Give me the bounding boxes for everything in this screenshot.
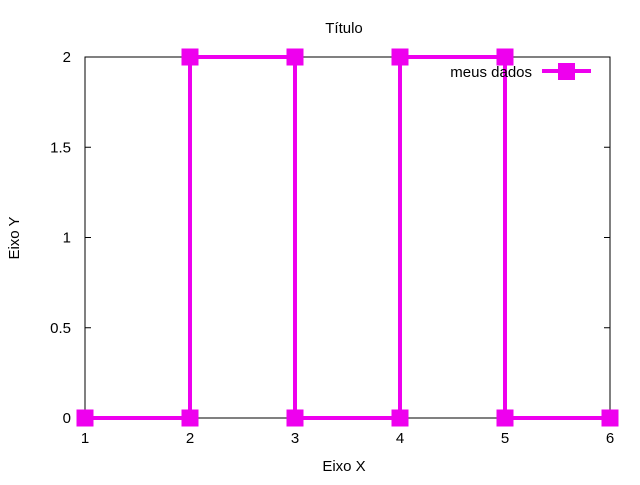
y-tick-label: 0 — [63, 410, 71, 427]
data-point-marker — [181, 409, 199, 427]
legend-swatch-marker — [558, 63, 575, 80]
data-point-marker — [601, 409, 619, 427]
data-point-marker — [286, 409, 304, 427]
series-layer — [76, 48, 619, 427]
legend-label: meus dados — [450, 64, 532, 81]
data-point-marker — [181, 48, 199, 66]
plot-frame — [84, 56, 611, 419]
data-point-marker — [391, 48, 409, 66]
series-line — [85, 55, 610, 420]
x-tick-label: 1 — [81, 430, 89, 447]
x-axis-label: Eixo X — [322, 458, 365, 475]
y-tick-label: 2 — [63, 49, 71, 66]
x-tick-label: 4 — [396, 430, 404, 447]
data-point-marker — [286, 48, 304, 66]
x-tick-label: 6 — [606, 430, 614, 447]
data-point-marker — [496, 48, 514, 66]
y-tick-label: 1.5 — [50, 139, 71, 156]
y-tick-label: 1 — [63, 230, 71, 247]
data-point-marker — [391, 409, 409, 427]
data-point-marker — [76, 409, 94, 427]
tick-marks — [84, 56, 611, 419]
x-tick-label: 2 — [186, 430, 194, 447]
y-axis-label: Eixo Y — [6, 216, 23, 259]
tick-labels: 1 2 3 4 5 6 0 0.5 1 1.5 2 — [50, 49, 614, 447]
legend: meus dados — [450, 63, 591, 81]
y-tick-label: 0.5 — [50, 320, 71, 337]
x-tick-label: 3 — [291, 430, 299, 447]
data-point-marker — [496, 409, 514, 427]
x-tick-label: 5 — [501, 430, 509, 447]
chart-title: Título — [325, 20, 363, 37]
